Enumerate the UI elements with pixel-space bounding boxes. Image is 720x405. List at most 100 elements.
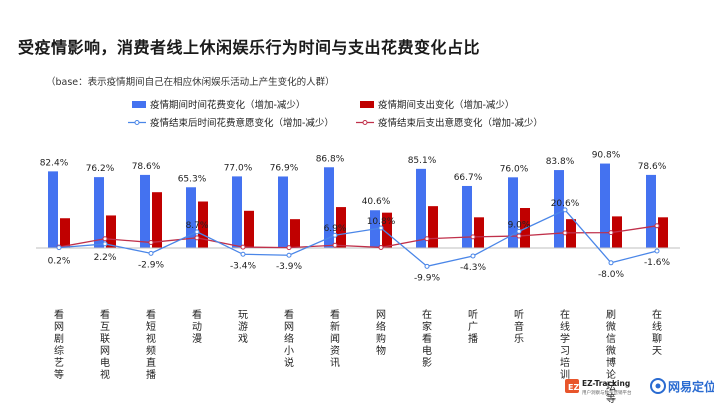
legend-label-1: 疫情期间支出变化（增加-减少）: [378, 99, 514, 111]
category-label-10: 听音乐: [514, 309, 524, 345]
bar-label-6: 86.8%: [316, 154, 345, 164]
legend-marker-2: [134, 120, 140, 125]
bar-label-7: 40.6%: [362, 197, 391, 207]
legend-swatch-0: [132, 101, 146, 108]
bar-red-7: [382, 212, 392, 248]
line-red-point-9: [470, 234, 476, 240]
line-blue-point-1: [102, 241, 108, 247]
line-red-point-7: [378, 244, 384, 250]
line-blue-point-13: [654, 248, 660, 254]
bar-blue-0: [48, 171, 58, 248]
bar-blue-10: [508, 177, 518, 248]
bar-label-12: 90.8%: [592, 151, 621, 161]
line-label-4: -3.4%: [230, 261, 257, 271]
legend-swatch-1: [360, 101, 374, 108]
line-blue-point-10: [516, 228, 522, 234]
category-label-1: 看互联网电视: [100, 308, 110, 381]
line-label-6: 6.9%: [324, 224, 347, 234]
category-label-3: 看动漫: [192, 308, 202, 345]
line-red-point-8: [424, 236, 430, 242]
bar-blue-1: [94, 177, 104, 248]
bar-blue-13: [646, 174, 656, 248]
bar-label-4: 77.0%: [224, 163, 253, 173]
line-red-point-2: [148, 239, 154, 245]
legend-marker-3: [362, 120, 368, 125]
bar-blue-12: [600, 163, 610, 248]
bar-label-3: 65.3%: [178, 174, 207, 184]
bar-blue-8: [416, 168, 426, 248]
page-title: 受疫情影响，消费者线上休闲娱乐行为时间与支出花费变化占比: [18, 38, 481, 57]
category-label-9: 听广播: [468, 309, 478, 345]
line-label-11: 20.6%: [551, 199, 580, 209]
line-red-point-12: [608, 230, 614, 236]
line-label-7: 10.8%: [367, 217, 396, 227]
category-label-11: 在线学习培训: [560, 309, 570, 381]
bar-blue-4: [232, 176, 242, 248]
category-label-8: 在家看电影: [422, 309, 432, 369]
bar-red-3: [198, 201, 208, 248]
line-label-8: -9.9%: [414, 273, 441, 283]
category-label-6: 看新闻资讯: [330, 308, 340, 369]
logo-right-text: 网易定位: [668, 379, 714, 394]
bar-red-9: [474, 217, 484, 248]
line-label-5: -3.9%: [276, 262, 303, 272]
category-label-5: 看网络小说: [284, 308, 294, 369]
category-label-12: 刷微信微博论坛等: [606, 309, 616, 405]
bar-label-1: 76.2%: [86, 164, 115, 174]
line-blue-point-7: [378, 225, 384, 231]
line-label-13: -1.6%: [644, 258, 671, 268]
line-blue-point-5: [286, 252, 292, 258]
category-label-2: 看短视频直播: [146, 308, 156, 381]
legend-label-3: 疫情结束后支出意愿变化（增加-减少）: [378, 117, 543, 129]
line-red-point-3: [194, 235, 200, 241]
line-red-path: [58, 225, 658, 249]
category-label-4: 玩游戏: [238, 310, 248, 345]
base-note: （base：表示疫情期间自己在相应休闲娱乐活动上产生变化的人群）: [46, 77, 335, 88]
line-label-1: 2.2%: [94, 253, 117, 263]
line-red-point-5: [286, 245, 292, 251]
bar-label-0: 82.4%: [40, 158, 69, 168]
line-blue-point-9: [470, 253, 476, 259]
ez-tracking-logo: EZ EZ-Tracking 用户洞察与数字营销平台: [565, 375, 637, 397]
bar-label-11: 83.8%: [546, 157, 575, 167]
line-blue-point-3: [194, 229, 200, 235]
svg-text:EZ: EZ: [568, 383, 579, 392]
bar-label-8: 85.1%: [408, 156, 437, 166]
line-label-3: 8.7%: [186, 221, 209, 231]
line-red-point-13: [654, 223, 660, 229]
bar-label-10: 76.0%: [500, 164, 529, 174]
legend-label-0: 疫情期间时间花费变化（增加-减少）: [150, 99, 305, 111]
line-red-point-4: [240, 244, 246, 250]
bar-blue-5: [278, 176, 288, 248]
line-blue-point-0: [56, 245, 62, 251]
bar-label-9: 66.7%: [454, 173, 483, 183]
bar-red-11: [566, 219, 576, 248]
legend-label-2: 疫情结束后时间花费意愿变化（增加-减少）: [150, 117, 334, 129]
line-label-10: 9.0%: [508, 220, 531, 230]
bar-red-0: [60, 218, 70, 248]
bar-red-5: [290, 219, 300, 248]
bar-blue-6: [324, 167, 334, 248]
logo-left-text: EZ-Tracking: [582, 379, 630, 388]
chart-legend: 疫情期间时间花费变化（增加-减少） 疫情期间支出变化（增加-减少） 疫情结束后时间花…: [128, 99, 543, 129]
bar-red-4: [244, 210, 254, 248]
bar-label-2: 78.6%: [132, 162, 161, 172]
bar-label-5: 76.9%: [270, 163, 299, 173]
line-blue-point-2: [148, 250, 154, 256]
line-label-2: -2.9%: [138, 260, 165, 270]
category-labels: 看网剧综艺等 看互联网电视 看短视频直播 看动漫 玩游戏 看网络小说 看新闻资讯 网络购物 在家…: [54, 308, 662, 405]
line-blue-point-8: [424, 263, 430, 269]
line-red-point-1: [102, 236, 108, 242]
bar-blue-11: [554, 170, 564, 248]
bar-blue-9: [462, 185, 472, 248]
bar-label-13: 78.6%: [638, 162, 667, 172]
bar-red-8: [428, 206, 438, 248]
line-blue-point-11: [562, 207, 568, 213]
line-red-point-11: [562, 230, 568, 236]
category-label-0: 看网剧综艺等: [54, 308, 64, 381]
bar-red-13: [658, 217, 668, 248]
line-group: [56, 207, 660, 269]
category-label-7: 网络购物: [376, 309, 386, 357]
line-blue-point-6: [332, 232, 338, 238]
